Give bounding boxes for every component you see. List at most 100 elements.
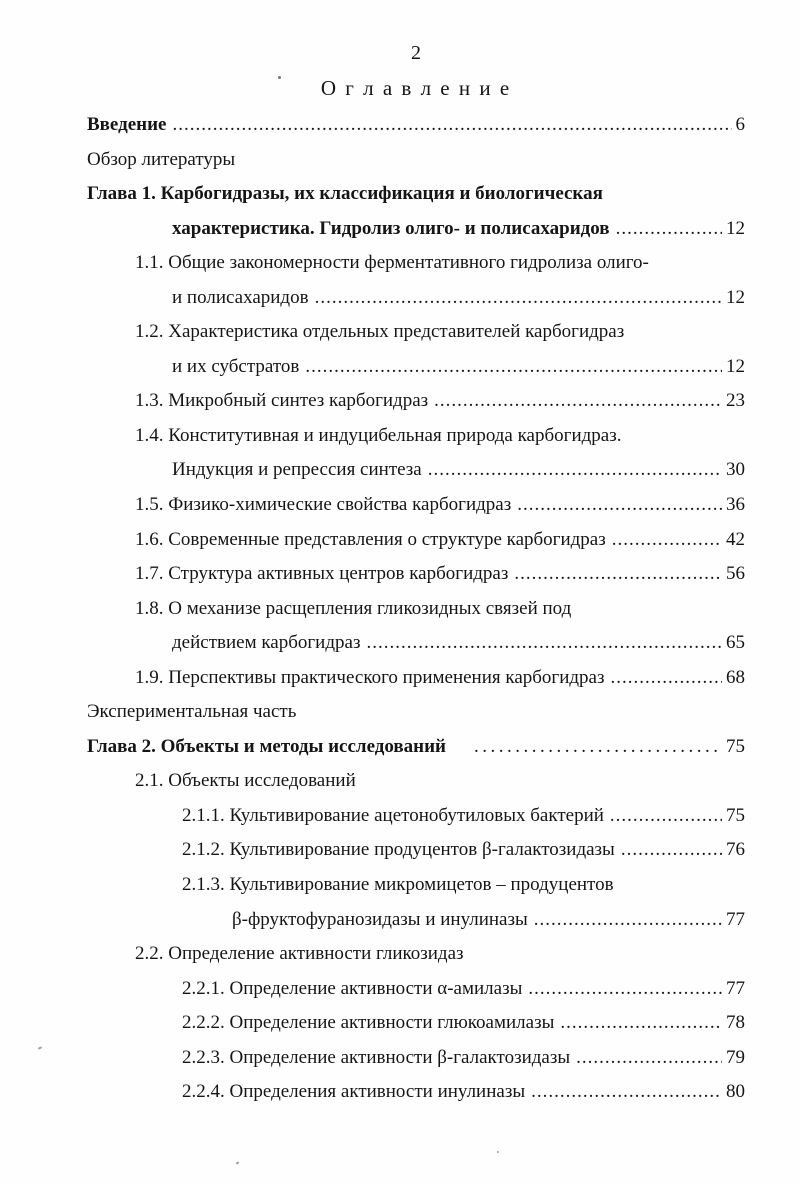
toc-page-number: 12 <box>726 286 745 308</box>
toc-entry-text: 1.4. Конститутивная и индуцибельная прир… <box>135 424 622 446</box>
toc-page-number: 12 <box>726 217 745 239</box>
toc-row: 1.6. Современные представления о структу… <box>87 523 745 558</box>
toc-entry-text: 1.3. Микробный синтез карбогидраз <box>135 390 429 412</box>
dot-leader <box>616 212 722 247</box>
dot-leader <box>474 730 722 765</box>
dot-leader <box>514 557 722 592</box>
toc-page-number: 6 <box>735 114 746 135</box>
toc-entry-text: 2.1.2. Культивирование продуцентов β-гал… <box>182 839 615 861</box>
toc-row: и полисахаридов 12 <box>87 281 745 316</box>
toc-entry-text: 2.1. Объекты исследований <box>135 770 356 792</box>
toc-row: Обзор литературы <box>87 143 745 178</box>
toc-entry-text: 2.2. Определение активности гликозидаз <box>135 943 464 965</box>
page-content: 2 О г л а в л е н и е Введение 6 Обзор л… <box>87 36 745 1110</box>
dot-leader <box>366 626 722 661</box>
toc-entry-text: 2.2.1. Определение активности α-амилазы <box>182 977 523 999</box>
toc-page-number: 30 <box>726 459 745 481</box>
scan-artifact <box>278 76 281 79</box>
toc-entry-text: 1.8. О механизе расщепления гликозидных … <box>135 597 572 619</box>
dot-leader <box>531 1075 722 1110</box>
toc-entry-text: Введение <box>87 114 167 135</box>
toc-entry-text: и полисахаридов <box>172 286 309 308</box>
toc-row: 1.2. Характеристика отдельных представит… <box>87 315 745 350</box>
toc-row: 2.1.3. Культивирование микромицетов – пр… <box>87 868 745 903</box>
toc-page-number: 36 <box>726 494 745 516</box>
toc-entry-text: 1.9. Перспективы практического применени… <box>135 666 605 688</box>
toc-row: 1.1. Общие закономерности ферментативног… <box>87 246 745 281</box>
toc-entry-text: 1.6. Современные представления о структу… <box>135 528 606 550</box>
toc-row: 2.2.1. Определение активности α-амилазы … <box>87 972 745 1007</box>
dot-leader <box>428 453 722 488</box>
toc-page-number: 23 <box>726 390 745 412</box>
toc-page-number: 78 <box>726 1012 745 1034</box>
toc-page-number: 79 <box>726 1046 745 1068</box>
toc-entry-text: 2.2.4. Определения активности инулиназы <box>182 1081 526 1103</box>
dot-leader <box>610 799 722 834</box>
toc-entry-text: 1.5. Физико-химические свойства карбогид… <box>135 494 512 516</box>
toc-entry-text: Индукция и репрессия синтеза <box>172 459 422 481</box>
toc-page-number: 68 <box>726 666 745 688</box>
toc-row: 2.1.1. Культивирование ацетонобутиловых … <box>87 799 745 834</box>
dot-leader <box>560 1006 722 1041</box>
toc-page-number: 12 <box>726 355 745 377</box>
toc-page-number: 75 <box>726 735 745 757</box>
toc-row: действием карбогидраз 65 <box>87 626 745 661</box>
toc-row: характеристика. Гидролиз олиго- и полиса… <box>87 212 745 247</box>
toc-entry-text: Экспериментальная часть <box>87 701 297 723</box>
toc-row: 2.1.2. Культивирование продуцентов β-гал… <box>87 833 745 868</box>
toc-row: 2.2.4. Определения активности инулиназы … <box>87 1075 745 1110</box>
dot-leader <box>315 281 722 316</box>
toc-entry-text: 1.2. Характеристика отдельных представит… <box>135 321 625 343</box>
dot-leader <box>611 661 723 696</box>
toc-row: β-фруктофуранозидазы и инулиназы 77 <box>87 903 745 938</box>
scan-artifact <box>497 1151 499 1153</box>
dot-leader <box>576 1041 722 1076</box>
toc-row: 2.2. Определение активности гликозидаз <box>87 937 745 972</box>
toc-page-number: 77 <box>726 977 745 999</box>
dot-leader <box>173 108 732 143</box>
dot-leader <box>434 384 722 419</box>
toc-entry-text: Глава 1. Карбогидразы, их классификация … <box>87 183 603 205</box>
toc-row: 2.2.2. Определение активности глюкоамила… <box>87 1006 745 1041</box>
toc-page-number: 80 <box>726 1081 745 1103</box>
toc-row: Глава 1. Карбогидразы, их классификация … <box>87 177 745 212</box>
toc-page-number: 77 <box>726 908 745 930</box>
toc-page-number: 76 <box>726 839 745 861</box>
toc-entry-text: и их субстратов <box>172 355 300 377</box>
toc-entry-text: β-фруктофуранозидазы и инулиназы <box>232 908 528 930</box>
toc-row: 1.5. Физико-химические свойства карбогид… <box>87 488 745 523</box>
toc-row: 1.8. О механизе расщепления гликозидных … <box>87 592 745 627</box>
toc-entry-text: 2.2.2. Определение активности глюкоамила… <box>182 1012 555 1034</box>
toc-entry-text: 1.7. Структура активных центров карбогид… <box>135 563 509 585</box>
toc-page-number: 75 <box>726 804 745 826</box>
dot-leader <box>621 833 722 868</box>
toc-row: 2.2.3. Определение активности β-галактоз… <box>87 1041 745 1076</box>
toc-row: 2.1. Объекты исследований <box>87 764 745 799</box>
toc-page-number: 65 <box>726 632 745 654</box>
toc-entry-text: действием карбогидраз <box>172 632 361 654</box>
toc-row: Глава 2. Объекты и методы исследований 7… <box>87 730 745 765</box>
page-title: О г л а в л е н и е <box>320 76 512 100</box>
table-of-contents: Введение 6 Обзор литературы Глава 1. Кар… <box>87 108 745 1110</box>
toc-row: 1.9. Перспективы практического применени… <box>87 661 745 696</box>
toc-row: Экспериментальная часть <box>87 695 745 730</box>
toc-entry-text: Глава 2. Объекты и методы исследований <box>87 735 446 757</box>
toc-page-number: 42 <box>726 528 745 550</box>
dot-leader <box>517 488 722 523</box>
toc-entry-text: 2.2.3. Определение активности β-галактоз… <box>182 1046 571 1068</box>
toc-entry-text: 2.1.1. Культивирование ацетонобутиловых … <box>182 804 604 826</box>
toc-row: 1.4. Конститутивная и индуцибельная прир… <box>87 419 745 454</box>
page-number: 2 <box>411 42 421 64</box>
toc-entry-text: характеристика. Гидролиз олиго- и полиса… <box>172 217 610 239</box>
toc-entry-text: 1.1. Общие закономерности ферментативног… <box>135 252 649 274</box>
scan-artifact <box>235 1161 240 1165</box>
dot-leader <box>528 972 722 1007</box>
toc-row: Индукция и репрессия синтеза 30 <box>87 453 745 488</box>
dot-leader <box>534 903 722 938</box>
toc-entry-text: Обзор литературы <box>87 148 236 170</box>
dot-leader <box>305 350 722 385</box>
toc-page-number: 56 <box>726 563 745 585</box>
toc-row: и их субстратов 12 <box>87 350 745 385</box>
toc-row: 1.7. Структура активных центров карбогид… <box>87 557 745 592</box>
